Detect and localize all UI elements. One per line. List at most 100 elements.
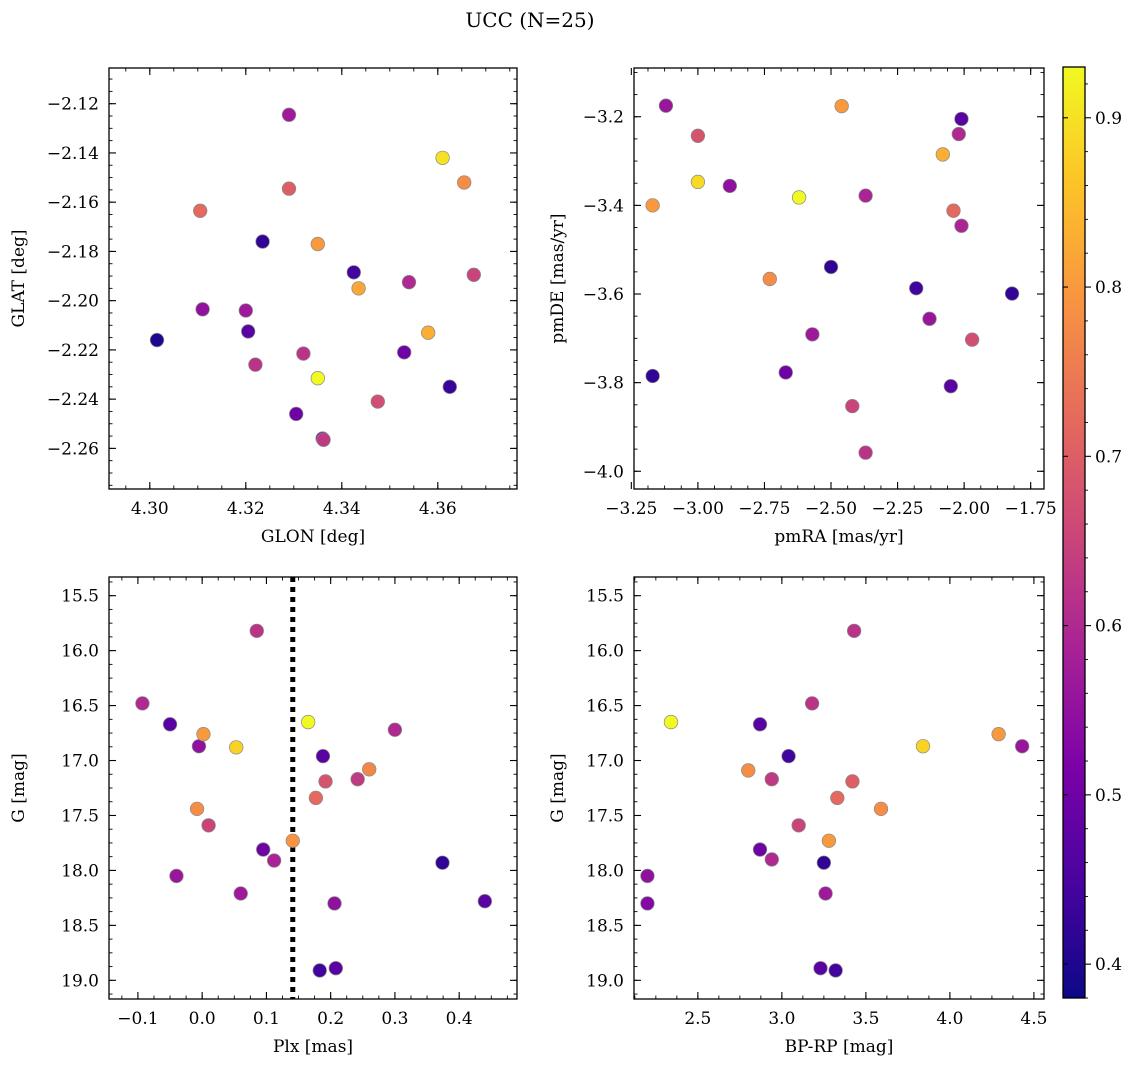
data-point <box>201 818 216 833</box>
data-point <box>316 432 331 447</box>
y-tick-label: −3.8 <box>583 374 624 394</box>
data-point <box>922 311 937 326</box>
x-tick-label: 4.5 <box>1020 1009 1047 1029</box>
data-point <box>193 203 208 218</box>
y-tick-label: −2.26 <box>47 439 99 459</box>
data-point <box>764 852 779 867</box>
data-point <box>162 717 178 732</box>
data-point <box>310 371 325 386</box>
y-tick-label: 16.5 <box>586 697 624 717</box>
data-point <box>640 896 655 911</box>
data-point <box>248 357 263 372</box>
data-point <box>310 236 325 252</box>
panel-plx-g: −0.1 0.0 0.1 0.2 0.3 0.4 15.5 16.0 16.5 17.0 17.5 1… <box>9 576 518 1057</box>
x-tick-label: −2.00 <box>938 499 990 519</box>
data-point <box>645 368 660 384</box>
panel-glon-glat: 4.30 4.32 4.34 4.36 −2.12 −2.14 −2.16 −2.18 −2.2… <box>9 67 518 547</box>
data-point <box>285 833 300 848</box>
data-point <box>935 147 950 162</box>
axes-frame <box>108 67 518 490</box>
y-tick-label: 16.5 <box>61 697 99 717</box>
x-tick-label: 4.34 <box>323 499 361 519</box>
data-point <box>690 174 706 190</box>
y-tick-label: 17.0 <box>61 752 99 772</box>
y-tick-label: −4.0 <box>583 462 624 482</box>
data-point <box>401 275 417 290</box>
y-tick-label: −2.22 <box>47 341 99 361</box>
x-axis-label: BP-RP [mag] <box>785 1037 894 1057</box>
x-tick-label: 4.32 <box>227 499 265 519</box>
data-point <box>821 833 837 848</box>
data-point <box>909 281 924 296</box>
y-tick-label: −2.16 <box>47 193 99 213</box>
colorbar-frame <box>1062 66 1086 999</box>
x-tick-label: 4.36 <box>419 499 457 519</box>
x-tick-label: 4.30 <box>131 499 169 519</box>
colorbar-tick-label: 0.7 <box>1095 447 1122 467</box>
data-point <box>1015 739 1030 754</box>
x-tick-label: −2.50 <box>805 499 857 519</box>
data-point <box>658 98 674 113</box>
colorbar-tick-label: 0.9 <box>1095 109 1122 129</box>
data-point <box>397 345 412 360</box>
x-tick-label: −2.75 <box>738 499 790 519</box>
data-point <box>308 790 324 806</box>
data-point <box>241 324 256 339</box>
data-point <box>778 365 793 380</box>
data-point <box>845 398 860 414</box>
y-tick-label: 17.0 <box>586 752 624 772</box>
y-tick-label: 17.5 <box>586 806 624 826</box>
colorbar: 0.4 0.5 0.6 0.7 0.8 0.9 <box>1062 66 1122 999</box>
y-tick-label: 17.5 <box>61 806 99 826</box>
data-point <box>421 325 436 340</box>
data-point <box>943 379 958 394</box>
x-tick-label: 0.2 <box>317 1009 344 1029</box>
data-point <box>477 894 493 909</box>
data-point <box>362 762 377 777</box>
y-tick-label: −2.18 <box>47 242 99 262</box>
x-tick-label: 4.0 <box>936 1009 963 1029</box>
data-point <box>828 963 843 978</box>
y-tick-label: 18.5 <box>61 916 99 936</box>
data-point <box>640 868 655 884</box>
x-tick-label: 0.4 <box>446 1009 473 1029</box>
colorbar-gradient <box>1063 67 1085 998</box>
data-point <box>435 855 450 870</box>
y-tick-label: 19.0 <box>586 971 624 991</box>
panel-pmra-pmde: −3.25 −3.00 −2.75 −2.50 −2.25 −2.00 −1.75 −3.2 −… <box>548 67 1057 547</box>
data-point <box>301 714 316 730</box>
data-point <box>229 740 244 755</box>
data-point <box>266 853 282 868</box>
data-point <box>387 722 403 737</box>
data-point <box>289 406 304 422</box>
y-tick-label: −3.6 <box>583 285 624 305</box>
data-point <box>846 623 862 638</box>
x-tick-label: 0.1 <box>253 1009 280 1029</box>
x-axis-label: Plx [mas] <box>273 1037 353 1057</box>
data-point <box>873 801 889 817</box>
colorbar-tick-label: 0.6 <box>1095 617 1122 637</box>
y-tick-label: −3.2 <box>583 108 624 128</box>
x-tick-label: 0.0 <box>189 1009 216 1029</box>
data-point <box>791 818 806 833</box>
x-tick-label: 3.5 <box>852 1009 879 1029</box>
data-point <box>233 886 248 901</box>
colorbar-tick-label: 0.5 <box>1095 786 1122 806</box>
y-axis-label: GLAT [deg] <box>9 229 29 327</box>
x-tick-label: −0.1 <box>117 1009 158 1029</box>
y-axis-label: pmDE [mas/yr] <box>548 213 568 343</box>
data-point <box>318 774 333 789</box>
x-tick-label: 0.3 <box>381 1009 408 1029</box>
data-point <box>964 332 980 347</box>
y-axis-label: G [mag] <box>548 753 568 822</box>
data-point <box>804 696 820 711</box>
data-point <box>346 265 361 280</box>
data-point <box>296 346 311 361</box>
y-tick-label: −2.12 <box>47 95 99 115</box>
y-tick-label: 16.0 <box>586 642 624 662</box>
data-point <box>762 271 777 287</box>
y-tick-label: 15.5 <box>61 587 99 607</box>
data-point <box>350 772 365 787</box>
data-point <box>466 267 481 282</box>
y-tick-label: 19.0 <box>61 971 99 991</box>
